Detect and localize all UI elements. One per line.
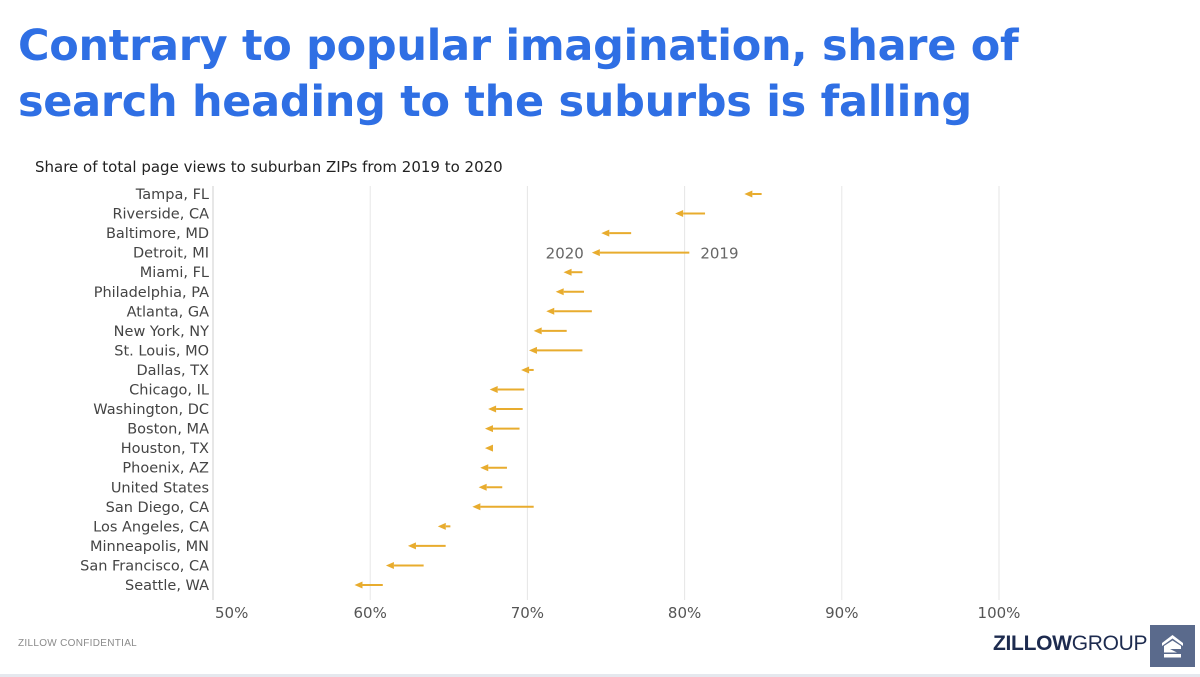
row-label: Miami, FL: [140, 265, 209, 281]
row-label: Washington, DC: [93, 402, 209, 418]
change-arrow-head: [591, 249, 600, 257]
change-arrow-head: [488, 405, 497, 413]
x-axis: 50% 60% 70% 80% 90% 100%: [215, 604, 1020, 622]
change-arrow-head: [354, 581, 363, 589]
row-label: New York, NY: [114, 324, 209, 340]
zillow-house-icon: [1150, 625, 1195, 667]
row-label: Boston, MA: [127, 422, 209, 438]
row-label: Atlanta, GA: [127, 304, 209, 320]
x-tick-label: 100%: [978, 604, 1021, 622]
change-arrow-head: [563, 268, 572, 276]
headline-line-1: Contrary to popular imagination, share o…: [18, 21, 1019, 71]
x-tick-label: 60%: [354, 604, 387, 622]
row-label: Los Angeles, CA: [93, 519, 209, 535]
row-labels: Tampa, FL Riverside, CA Baltimore, MD Detro…: [80, 187, 209, 594]
row-label: Seattle, WA: [125, 578, 209, 594]
row-label: Philadelphia, PA: [94, 285, 209, 301]
change-arrow-head: [528, 346, 537, 354]
row-label: Dallas, TX: [136, 363, 209, 379]
change-arrow-head: [472, 503, 481, 511]
row-label: St. Louis, MO: [114, 343, 209, 359]
headline: Contrary to popular imagination, share o…: [18, 18, 1178, 130]
zillow-group-wordmark: ZILLOWGROUP: [993, 632, 1148, 656]
row-label: Houston, TX: [121, 441, 209, 457]
annotation-2020: 2020: [546, 245, 584, 263]
annotation-2019: 2019: [700, 245, 738, 263]
change-arrow-head: [601, 229, 610, 237]
change-arrow-head: [480, 464, 489, 472]
change-arrow-head: [385, 561, 394, 569]
year-annotations: 2019 2020: [546, 245, 739, 263]
change-arrow-head: [546, 307, 555, 315]
change-arrow-head: [744, 190, 753, 198]
row-label: Tampa, FL: [135, 187, 209, 203]
change-arrow-head: [478, 483, 487, 491]
row-label: Phoenix, AZ: [122, 461, 209, 477]
headline-line-2: search heading to the suburbs is falling: [18, 77, 972, 127]
row-label: Riverside, CA: [112, 207, 209, 223]
row-label: Baltimore, MD: [106, 226, 209, 242]
change-arrow-head: [484, 425, 493, 433]
grid-layer: [212, 186, 1000, 600]
x-tick-label: 50%: [215, 604, 248, 622]
change-arrow-head: [521, 366, 530, 374]
change-arrow-head: [489, 386, 498, 393]
bottom-rule: [0, 674, 1200, 677]
arrow-chart: Share of total page views to suburban ZI…: [35, 158, 1020, 622]
change-arrow-head: [675, 210, 684, 218]
row-label: San Diego, CA: [106, 500, 209, 516]
row-label: Detroit, MI: [133, 246, 209, 262]
change-arrow-head: [437, 522, 446, 530]
brand-bold: ZILLOW: [993, 632, 1072, 655]
change-arrow-head: [533, 327, 542, 335]
x-tick-label: 90%: [825, 604, 858, 622]
chart-title: Share of total page views to suburban ZI…: [35, 158, 503, 176]
row-label: United States: [111, 480, 209, 496]
confidential-label: ZILLOW CONFIDENTIAL: [18, 638, 138, 649]
change-arrow-head: [407, 542, 416, 550]
x-tick-label: 80%: [668, 604, 701, 622]
change-arrow-head: [555, 288, 564, 296]
arrow-series: [354, 190, 762, 589]
row-label: Chicago, IL: [129, 383, 209, 399]
row-label: Minneapolis, MN: [90, 539, 209, 555]
change-arrow-head: [484, 444, 493, 452]
row-label: San Francisco, CA: [80, 558, 209, 574]
x-tick-label: 70%: [511, 604, 544, 622]
brand-light: GROUP: [1071, 632, 1148, 655]
